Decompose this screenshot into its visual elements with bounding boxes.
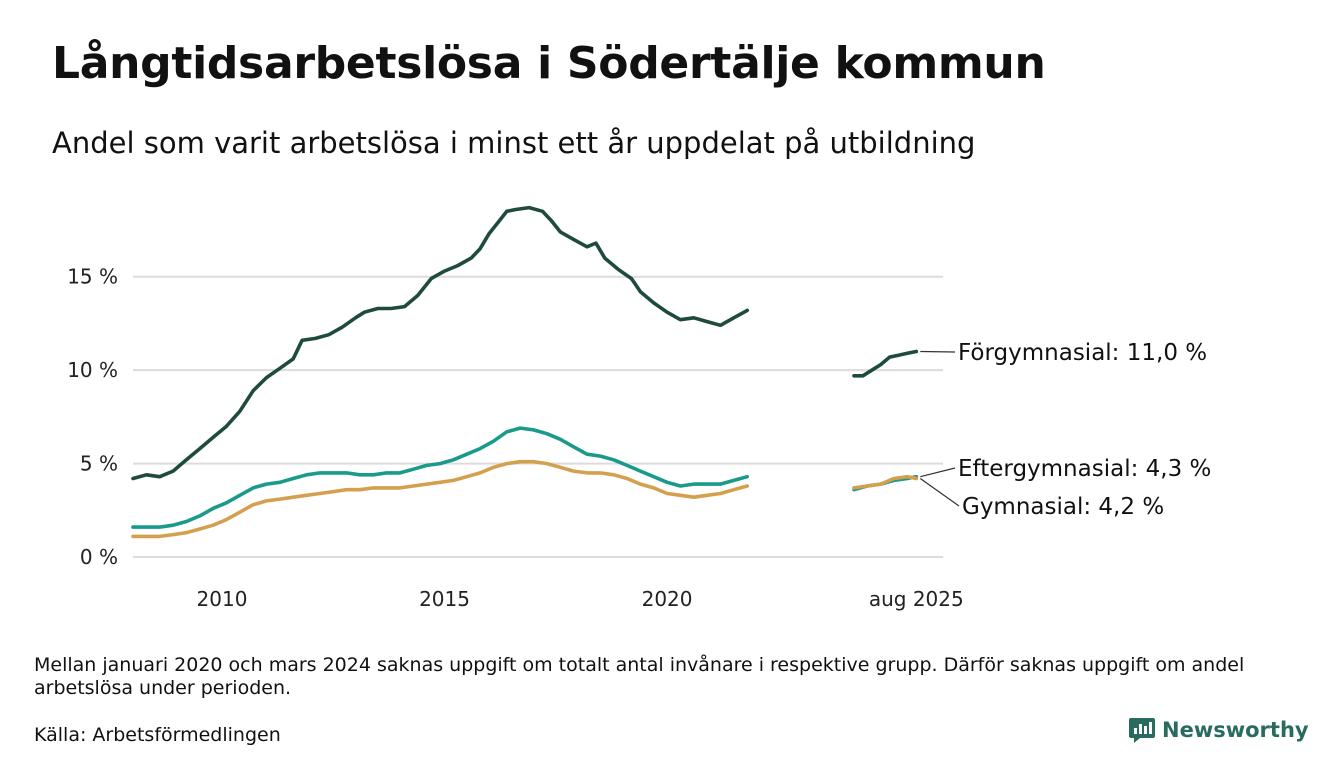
brand-name: Newsworthy xyxy=(1162,718,1309,742)
y-tick-labels: 0 % 5 % 10 % 15 % xyxy=(67,265,118,569)
x-tick-label: aug 2025 xyxy=(869,587,964,611)
x-tick-label: 2015 xyxy=(419,587,470,611)
series-line-gymnasial xyxy=(131,459,749,539)
x-tick-label: 2020 xyxy=(642,587,693,611)
gridlines xyxy=(133,275,943,558)
label-leader-line xyxy=(920,350,956,353)
footnote: Mellan januari 2020 och mars 2024 saknas… xyxy=(34,654,1245,699)
newsworthy-logo-icon xyxy=(1129,718,1155,743)
x-tick-labels: 2010 2015 2020 aug 2025 xyxy=(197,587,964,611)
series-line-förgymnasial xyxy=(852,349,919,378)
source-text: Källa: Arbetsförmedlingen xyxy=(34,724,281,746)
line-chart: 0 % 5 % 10 % 15 % 2010 2015 2020 aug 2025 Förg… xyxy=(67,205,1211,611)
label-leader-line xyxy=(919,478,960,507)
end-label-gymnasial: Gymnasial: 4,2 % xyxy=(962,494,1164,520)
x-tick-label: 2010 xyxy=(197,587,248,611)
series-line-eftergymnasial xyxy=(131,426,749,529)
chart-subtitle: Andel som varit arbetslösa i minst ett å… xyxy=(52,126,976,160)
series-line-gymnasial xyxy=(852,474,919,490)
series-lines xyxy=(131,205,919,539)
end-labels: Förgymnasial: 11,0 % Eftergymnasial: 4,3 … xyxy=(919,340,1211,520)
brand-logo[interactable]: Newsworthy xyxy=(1128,716,1309,744)
y-tick-label: 15 % xyxy=(67,265,118,289)
y-tick-label: 10 % xyxy=(67,358,118,382)
series-line-förgymnasial xyxy=(131,205,749,481)
y-tick-label: 5 % xyxy=(80,452,118,476)
end-label-eftergymnasial: Eftergymnasial: 4,3 % xyxy=(958,456,1211,482)
label-leader-line xyxy=(920,467,956,478)
chart-title: Långtidsarbetslösa i Södertälje kommun xyxy=(52,38,1046,89)
y-tick-label: 0 % xyxy=(80,545,118,569)
end-label-förgymnasial: Förgymnasial: 11,0 % xyxy=(958,340,1207,366)
